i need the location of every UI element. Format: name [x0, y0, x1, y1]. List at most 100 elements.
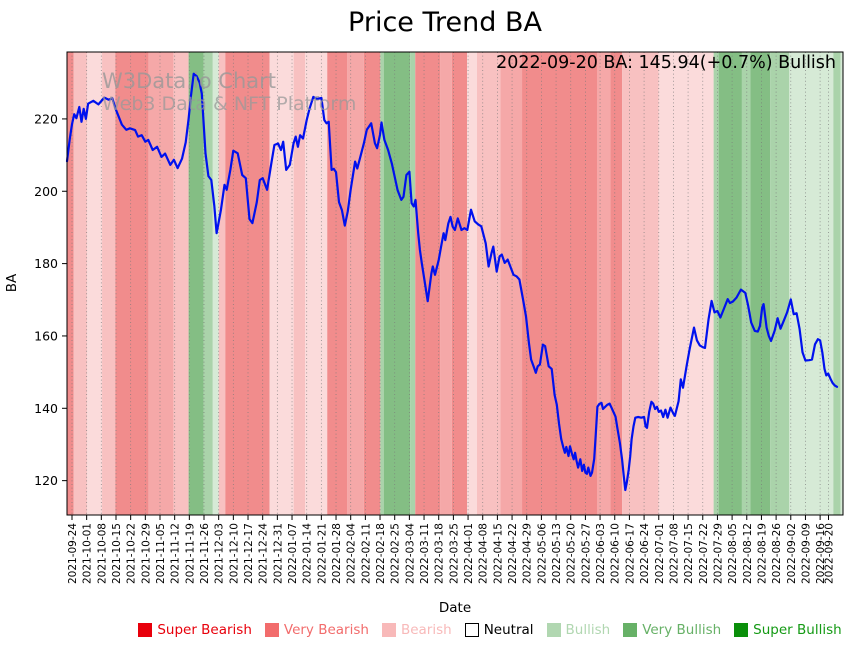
watermark: W3Data.io Chart Web3 Data & NFT Platform [102, 69, 357, 115]
x-tick-label: 2022-04-22 [507, 523, 519, 584]
sentiment-band-bullish_pale [789, 52, 834, 515]
sentiment-band-bullish_med [713, 52, 719, 515]
price-line-group [65, 72, 839, 492]
legend-swatch-bearish [381, 623, 396, 637]
x-tick-label: 2022-01-14 [302, 523, 314, 584]
x-tick-label: 2022-07-22 [698, 523, 710, 584]
legend-item-very-bullish: Very Bullish [623, 622, 721, 638]
x-tick-label: 2022-03-04 [404, 523, 416, 584]
legend-swatch-super-bearish [138, 623, 153, 637]
x-tick-label: 2022-03-25 [448, 523, 460, 584]
last-price-annotation: 2022-09-20 BA: 145.94(+0.7%) Bullish [496, 53, 836, 73]
sentiment-band-very_bearish [327, 52, 348, 515]
x-tick-label: 2021-12-24 [258, 523, 270, 584]
x-tick-label: 2022-09-09 [800, 523, 812, 584]
plot-border [66, 51, 844, 516]
x-tick-label: 2022-07-29 [712, 523, 724, 584]
sentiment-band-very_bearish [225, 52, 270, 515]
legend-swatch-very-bearish [264, 623, 279, 637]
price-line [65, 72, 839, 492]
sentiment-band-bearish [622, 52, 659, 515]
x-axis-label: Date [438, 600, 472, 616]
legend-swatch-bullish [546, 623, 561, 637]
x-tick-label: 2022-03-11 [419, 523, 431, 584]
sentiment-band-bullish_med [833, 52, 841, 515]
x-tick-label: 2021-11-05 [155, 523, 167, 584]
x-tick-label: 2021-12-31 [272, 523, 284, 584]
y-tick-label: 140 [34, 401, 58, 416]
x-tick-label: 2022-01-07 [287, 523, 299, 584]
sentiment-band-very_bearish [415, 52, 441, 515]
legend-label-super-bearish: Super Bearish [157, 622, 252, 638]
sentiment-band-very_bearish [610, 52, 623, 515]
sentiment-band-bearish [293, 52, 306, 515]
y-tick-labels: 120 140 160 180 200 220 [34, 111, 58, 488]
legend-label-bullish: Bullish [565, 622, 611, 638]
sentiment-band-bearish [173, 52, 189, 515]
y-axis-label: BA [4, 273, 20, 292]
x-tick-label: 2022-09-02 [786, 523, 798, 584]
y-tick-label: 200 [34, 184, 58, 199]
x-tick-label: 2021-10-15 [111, 523, 123, 584]
sentiment-band-bullish_pale [212, 52, 219, 515]
sentiment-band-very_bearish [363, 52, 381, 515]
watermark-line2: Web3 Data & NFT Platform [102, 92, 357, 115]
y-tick-label: 160 [34, 328, 58, 343]
x-tick-label: 2022-02-18 [375, 523, 387, 584]
x-tick-label: 2021-10-22 [126, 523, 138, 584]
sentiment-band-very_bullish [718, 52, 742, 515]
x-tick-label: 2022-06-17 [624, 523, 636, 584]
gridlines [71, 52, 829, 515]
legend-label-super-bullish: Super Bullish [753, 622, 842, 638]
sentiment-band-bearish_pale [305, 52, 328, 515]
x-tick-label: 2021-10-01 [82, 523, 94, 584]
y-tick-label: 220 [34, 111, 58, 126]
axis-ticks [62, 118, 829, 520]
x-tick-label: 2022-07-15 [683, 523, 695, 584]
sentiment-band-bearish_pale [86, 52, 103, 515]
y-tick-label: 180 [34, 256, 58, 271]
x-tick-label: 2022-01-21 [316, 523, 328, 584]
legend-item-neutral: Neutral [464, 622, 534, 638]
x-tick-label: 2022-06-03 [595, 523, 607, 584]
watermark-line1: W3Data.io Chart [102, 69, 277, 93]
x-tick-label: 2022-06-24 [639, 523, 651, 584]
x-tick-label: 2022-01-28 [331, 523, 343, 584]
sentiment-band-bearish_med [347, 52, 364, 515]
x-tick-label: 2021-12-17 [243, 523, 255, 584]
legend-label-very-bullish: Very Bullish [642, 622, 722, 638]
x-tick-label: 2022-04-01 [463, 523, 475, 584]
x-tick-label: 2022-02-04 [346, 523, 358, 584]
x-tick-label: 2022-02-25 [390, 523, 402, 584]
legend-item-bearish: Bearish [381, 622, 452, 638]
x-tick-label: 2021-12-10 [228, 523, 240, 584]
legend-swatch-neutral [464, 623, 479, 637]
x-tick-label: 2022-06-10 [610, 523, 622, 584]
x-tick-label: 2022-03-18 [434, 523, 446, 584]
x-tick-label: 2022-05-06 [536, 523, 548, 584]
x-tick-label: 2021-12-03 [214, 523, 226, 584]
sentiment-band-bullish_pale [840, 52, 843, 515]
chart-title: Price Trend BA [348, 7, 542, 38]
x-tick-label: 2021-09-24 [67, 523, 79, 584]
sentiment-band-very_bearish [522, 52, 597, 515]
x-tick-label: 2022-08-19 [756, 523, 768, 584]
sentiment-band-bullish_med [380, 52, 384, 515]
x-tick-label: 2021-11-12 [170, 523, 182, 584]
legend-item-super-bullish: Super Bullish [734, 622, 842, 638]
x-tick-label: 2022-07-01 [654, 523, 666, 584]
sentiment-band-very_bearish [451, 52, 468, 515]
sentiment-band-bearish_med [500, 52, 523, 515]
legend-label-very-bearish: Very Bearish [283, 622, 369, 638]
sentiment-band-bullish_med [770, 52, 790, 515]
sentiment-band-bearish_med [596, 52, 611, 515]
sentiment-band-very_bearish [67, 52, 74, 515]
x-tick-label: 2022-04-08 [478, 523, 490, 584]
sentiment-band-bearish_pale [467, 52, 478, 515]
sentiment-band-very_bullish [188, 52, 204, 515]
legend-item-very-bearish: Very Bearish [264, 622, 369, 638]
legend-swatch-very-bullish [623, 623, 638, 637]
x-tick-label: 2021-11-26 [199, 523, 211, 584]
x-tick-label: 2022-09-16 [815, 523, 827, 584]
